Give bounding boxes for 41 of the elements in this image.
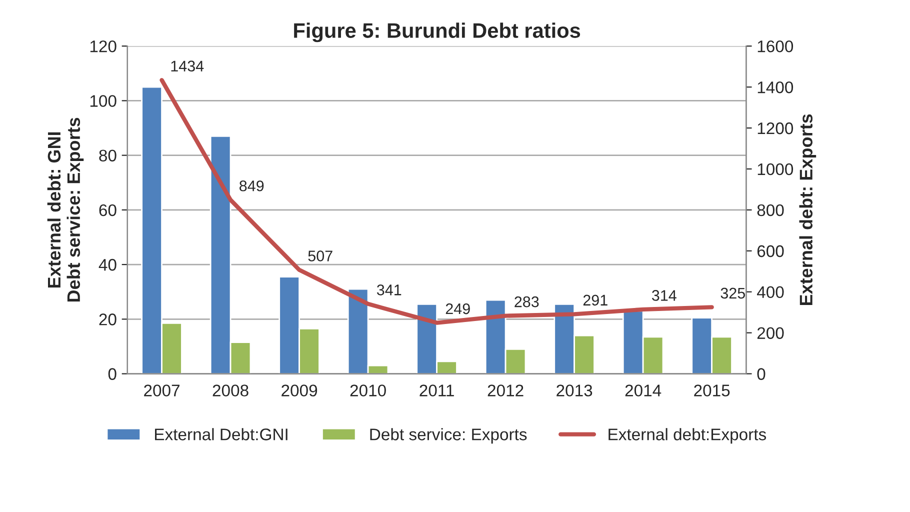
- y-tick-label: 60: [99, 204, 116, 216]
- data-label: 341: [376, 284, 402, 296]
- y2-tick-label: 800: [757, 204, 784, 216]
- line-series: [160, 78, 714, 325]
- y-tick-label: 20: [99, 314, 116, 326]
- data-label: 291: [583, 294, 608, 306]
- legend-label: External Debt:GNI: [155, 428, 288, 440]
- data-label: 325: [720, 288, 746, 299]
- data-label: 249: [446, 303, 470, 314]
- y-tick-label: 120: [90, 40, 116, 52]
- y2-tick-label: 1600: [758, 40, 794, 52]
- x-tick-label: 2012: [488, 384, 524, 396]
- y-tick-label: 80: [99, 150, 116, 162]
- data-label: 849: [240, 180, 264, 192]
- chart-title: Figure 5: Burundi Debt ratios: [294, 22, 580, 42]
- legend-label: Debt service: Exports: [370, 428, 527, 444]
- x-tick-label: 2014: [625, 384, 662, 396]
- y2-tick-label: 200: [757, 327, 784, 340]
- data-label: 314: [652, 290, 676, 301]
- legend-label: External debt:Exports: [608, 428, 766, 444]
- x-tick-label: 2013: [556, 384, 592, 396]
- x-tick-label: 2011: [420, 384, 454, 396]
- y2-tick-label: 400: [757, 286, 784, 298]
- y2-tick-label: 0: [757, 368, 766, 380]
- y2-tick-label: 1200: [758, 122, 794, 134]
- data-label: 1434: [171, 60, 204, 72]
- data-label: 283: [514, 296, 539, 308]
- data-label: 507: [308, 250, 332, 262]
- y2-tick-label: 1000: [758, 163, 794, 176]
- y-tick-label: 0: [108, 368, 116, 380]
- y-tick-label: 40: [98, 258, 116, 271]
- y2-tick-label: 600: [757, 245, 784, 258]
- y-tick-label: 100: [90, 95, 116, 107]
- x-tick-label: 2008: [212, 384, 248, 396]
- x-tick-label: 2010: [350, 384, 386, 396]
- x-tick-label: 2015: [694, 384, 730, 396]
- y2-tick-label: 1400: [758, 81, 794, 94]
- x-tick-label: 2009: [282, 384, 318, 396]
- x-tick-label: 2007: [144, 384, 180, 396]
- y-axis-title: External debt: GNI Debt service: Exports: [47, 118, 84, 302]
- y2-axis-title: External debt: Exports: [799, 114, 816, 306]
